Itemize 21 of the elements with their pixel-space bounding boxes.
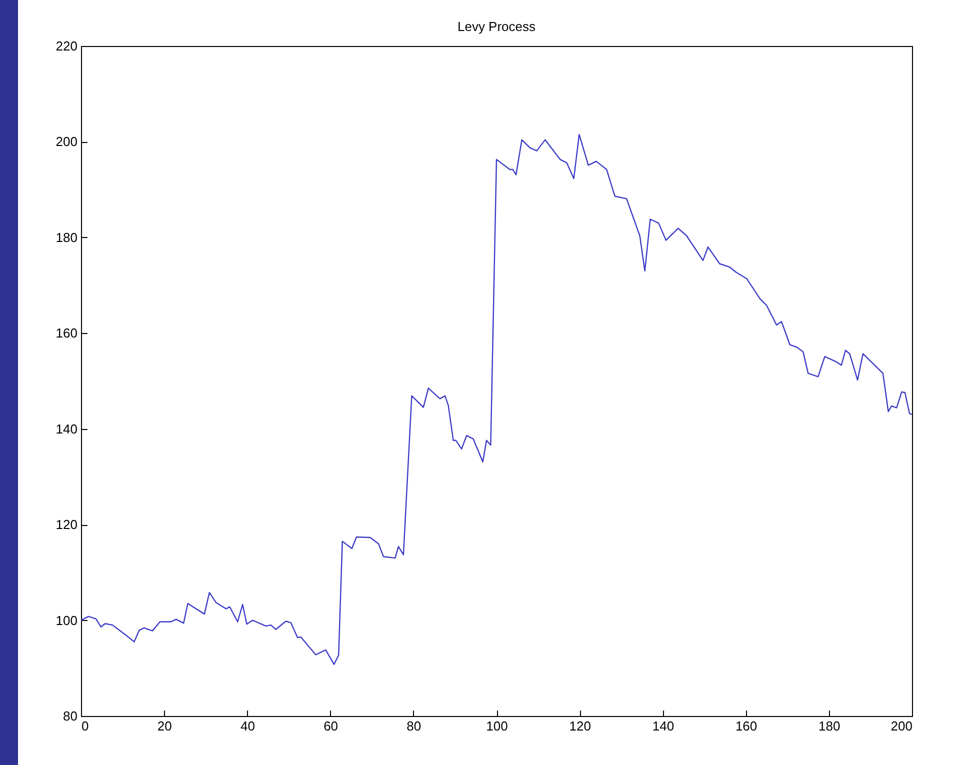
- x-tick-label: 200: [890, 718, 912, 734]
- y-tick-label: 100: [56, 612, 78, 628]
- x-tick-label: 60: [324, 718, 338, 734]
- line-series: [81, 134, 912, 665]
- x-tick-label: 160: [735, 718, 758, 734]
- x-tick-label: 100: [486, 718, 508, 734]
- x-tick-label: 0: [82, 718, 89, 734]
- x-tick-label: 20: [157, 718, 172, 734]
- x-tick-label: 80: [406, 718, 422, 734]
- x-tick-label: 120: [569, 718, 591, 734]
- x-tick-label: 180: [818, 718, 840, 734]
- y-tick-label: 180: [56, 230, 78, 245]
- y-tick-label: 200: [56, 134, 78, 150]
- y-tick-label: 120: [56, 517, 78, 532]
- x-tick-label: 40: [240, 718, 255, 734]
- y-tick-label: 220: [56, 38, 78, 54]
- y-tick-label: 160: [56, 326, 78, 341]
- y-tick-label: 140: [56, 421, 78, 436]
- y-tick-label: 80: [63, 708, 78, 724]
- x-tick-label: 140: [652, 718, 674, 734]
- chart-title: Levy Process: [457, 19, 536, 34]
